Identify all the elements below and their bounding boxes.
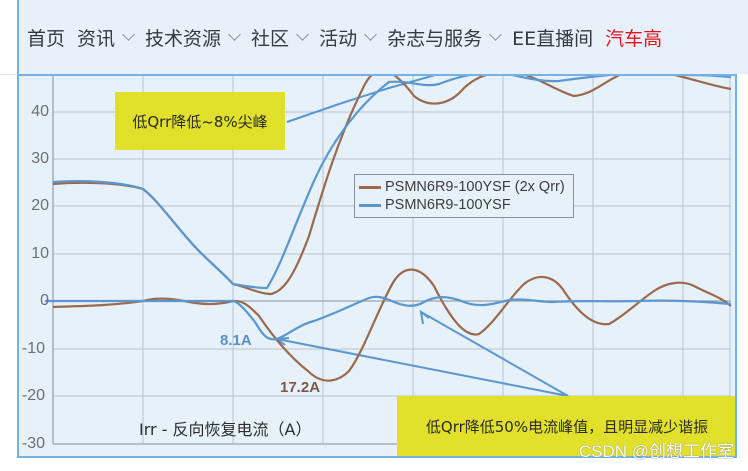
nav-item-label: 汽车高 bbox=[605, 28, 663, 50]
callout-peak-current-reduction: 低Qrr降低50%电流峰值，且明显减少谐振 bbox=[397, 396, 735, 456]
nav-item-label: 杂志与服务 bbox=[387, 28, 483, 50]
nav-item-news[interactable]: 资讯 bbox=[77, 24, 135, 51]
y-tick-label: 0 bbox=[40, 292, 49, 309]
series-brown-lower bbox=[52, 268, 732, 382]
chevron-down-icon bbox=[364, 28, 377, 41]
nav-item-ee-live[interactable]: EE直播间 bbox=[512, 24, 593, 51]
nav-item-magazine-services[interactable]: 杂志与服务 bbox=[387, 24, 502, 51]
chart-figure: 40 30 20 10 0 -10 -20 -30 低Qrr降低~8%尖峰 低Q… bbox=[17, 74, 737, 458]
annotation-arrows bbox=[274, 76, 569, 397]
series-blue-lower bbox=[45, 295, 732, 341]
chevron-down-icon bbox=[489, 28, 502, 41]
watermark: CSDN @创想工作室 bbox=[578, 442, 734, 461]
chevron-down-icon bbox=[296, 28, 309, 41]
y-tick-label: 10 bbox=[31, 245, 49, 262]
nav-item-automotive[interactable]: 汽车高 bbox=[605, 24, 662, 51]
y-tick-label: 40 bbox=[31, 103, 49, 120]
y-tick-label: -30 bbox=[21, 435, 45, 452]
nav-item-label: 技术资源 bbox=[145, 28, 222, 50]
nav-item-label: 社区 bbox=[251, 28, 290, 50]
nav-item-events[interactable]: 活动 bbox=[319, 24, 377, 51]
chevron-down-icon bbox=[122, 28, 135, 41]
legend-swatch-blue bbox=[359, 203, 381, 207]
series-blue-upper bbox=[52, 76, 732, 290]
nav-menu: 首页 资讯 技术资源 社区 活动 杂志与服务 EE直播间 汽车高 bbox=[27, 24, 674, 51]
page-divider bbox=[0, 74, 17, 75]
chart-legend: PSMN6R9-100YSF (2x Qrr) PSMN6R9-100YSF bbox=[354, 174, 574, 218]
legend-item-standard: PSMN6R9-100YSF bbox=[359, 196, 565, 214]
chart-plot bbox=[45, 76, 732, 445]
nav-item-label: 首页 bbox=[27, 28, 66, 50]
nav-item-label: 资讯 bbox=[77, 28, 116, 50]
callout-spike-reduction: 低Qrr降低~8%尖峰 bbox=[115, 92, 285, 150]
top-nav-bar: 首页 资讯 技术资源 社区 活动 杂志与服务 EE直播间 汽车高 bbox=[17, 0, 748, 74]
nav-item-label: EE直播间 bbox=[512, 28, 594, 50]
peak-label-brown: 17.2A bbox=[280, 379, 321, 396]
nav-item-community[interactable]: 社区 bbox=[251, 24, 309, 51]
x-axis-label: Irr - 反向恢复电流（A） bbox=[139, 420, 312, 439]
gridlines bbox=[53, 76, 731, 444]
legend-swatch-brown bbox=[359, 185, 381, 189]
legend-item-2x-qrr: PSMN6R9-100YSF (2x Qrr) bbox=[359, 178, 565, 196]
y-tick-label: -20 bbox=[21, 387, 45, 404]
legend-label: PSMN6R9-100YSF bbox=[385, 197, 511, 213]
nav-item-tech-resources[interactable]: 技术资源 bbox=[145, 24, 241, 51]
nav-item-home[interactable]: 首页 bbox=[27, 24, 65, 51]
y-tick-label: -10 bbox=[21, 340, 45, 357]
chevron-down-icon bbox=[228, 28, 241, 41]
y-tick-label: 20 bbox=[31, 197, 49, 214]
nav-item-label: 活动 bbox=[319, 28, 358, 50]
y-tick-label: 30 bbox=[31, 150, 49, 167]
peak-label-blue: 8.1A bbox=[220, 332, 252, 349]
legend-label: PSMN6R9-100YSF (2x Qrr) bbox=[385, 179, 565, 195]
